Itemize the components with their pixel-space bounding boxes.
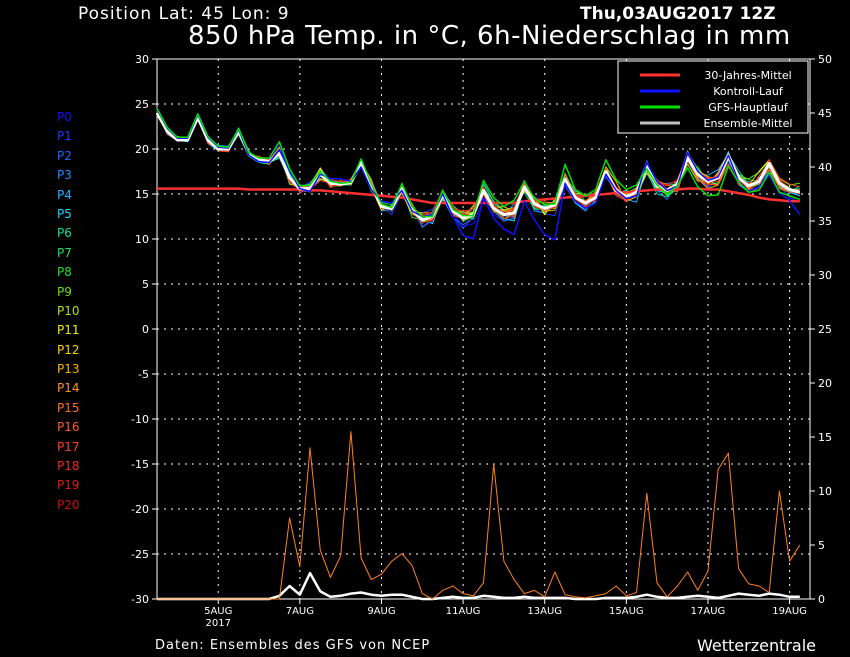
member-label: P20 (57, 497, 80, 512)
y-left-tick-label: 30 (135, 53, 149, 66)
x-tick-label: 9AUG (367, 606, 395, 617)
member-label: P4 (57, 187, 72, 202)
member-label: P11 (57, 323, 80, 338)
member-label: P9 (57, 284, 72, 299)
member-label: P0 (57, 110, 72, 124)
x-tick-label: 17AUG (691, 606, 726, 617)
member-label: P7 (57, 245, 72, 260)
member-label: P16 (57, 420, 80, 435)
x-tick-label: 13AUG (527, 606, 562, 617)
y-right-tick-label: 20 (818, 377, 832, 390)
member-label: P8 (57, 265, 72, 280)
y-left-tick-label: 25 (135, 98, 149, 111)
member-label: P2 (57, 148, 72, 163)
member-label: P6 (57, 226, 72, 241)
y-right-tick-label: 35 (818, 215, 832, 228)
plot-frame (156, 58, 811, 600)
x-tick-sublabel: 2017 (205, 618, 230, 629)
location-label: Position Lat: 45 Lon: 9 (78, 4, 290, 24)
y-right-tick-label: 5 (818, 539, 825, 552)
chart-title: 850 hPa Temp. in °C, 6h-Niederschlag in … (188, 21, 791, 51)
member-label: P14 (57, 381, 80, 396)
y-left-tick-label: -30 (131, 593, 149, 606)
y-right-tick-label: 25 (818, 323, 832, 336)
y-right-tick-label: 10 (818, 485, 832, 498)
precip-line-precip_max (157, 431, 801, 600)
y-left-tick-label: -20 (131, 503, 149, 516)
data-source: Daten: Ensembles des GFS von NCEP (155, 638, 431, 653)
member-label: P17 (57, 439, 80, 454)
legend-label: 30-Jahres-Mittel (704, 69, 791, 82)
series-line-gfs_main (156, 108, 801, 218)
x-tick-label: 19AUG (772, 606, 807, 617)
member-label: P13 (57, 362, 80, 377)
x-tick-label: 7AUG (286, 606, 314, 617)
y-right-tick-label: 40 (818, 161, 832, 174)
y-left-tick-label: -10 (131, 413, 149, 426)
y-left-tick-label: 15 (135, 188, 149, 201)
y-left-tick-label: 5 (142, 278, 149, 291)
series-line-control (156, 109, 801, 241)
precip-line-precip_mean (157, 571, 800, 601)
legend-label: Kontroll-Lauf (713, 85, 784, 98)
y-left-tick-label: -5 (138, 368, 149, 381)
legend-label: Ensemble-Mittel (704, 117, 793, 130)
member-label: P3 (57, 168, 72, 183)
y-right-tick-label: 45 (818, 107, 832, 120)
member-label: P1 (57, 129, 72, 144)
x-tick-label: 15AUG (609, 606, 644, 617)
legend-box (617, 60, 809, 134)
y-left-tick-label: 20 (135, 143, 149, 156)
member-label: P18 (57, 459, 80, 474)
member-label: P10 (57, 303, 80, 318)
y-right-tick-label: 15 (818, 431, 832, 444)
y-left-tick-label: -15 (131, 458, 149, 471)
series-line-ensemble_mean (155, 112, 801, 222)
y-right-tick-label: 50 (818, 53, 832, 66)
member-label: P19 (57, 478, 80, 493)
member-label: P15 (57, 400, 80, 415)
x-tick-label: 5AUG (204, 606, 232, 617)
member-list: P0 P1 P2 P3 P4 P5 P6 P7 P8 P9 P10 P11 P12 P13 P14 P15 P1… (57, 108, 80, 515)
member-label: P5 (57, 206, 72, 221)
y-left-tick-label: 10 (135, 233, 149, 246)
y-right-tick-label: 0 (818, 593, 825, 606)
y-left-tick-label: 0 (142, 323, 149, 336)
x-tick-label: 11AUG (446, 606, 481, 617)
brand-label: Wetterzentrale (697, 636, 817, 655)
run-date: Thu,03AUG2017 12Z (580, 4, 776, 24)
legend-label: GFS-Hauptlauf (708, 101, 789, 114)
member-label: P12 (57, 342, 80, 357)
y-left-tick-label: -25 (131, 548, 149, 561)
y-right-tick-label: 30 (818, 269, 832, 282)
